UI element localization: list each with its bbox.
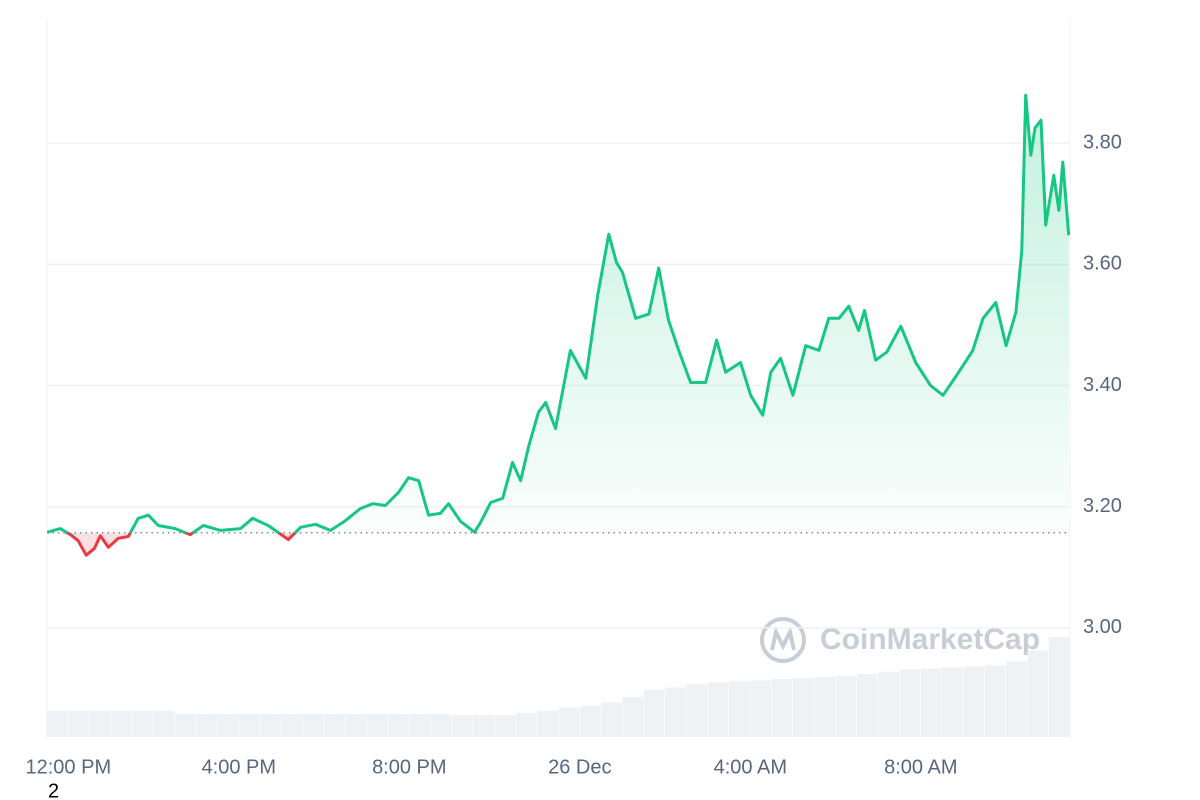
volume-bar xyxy=(1027,650,1049,737)
y-tick-label: 3.80 xyxy=(1083,131,1122,153)
volume-bar xyxy=(686,684,708,737)
x-tick-label: 26 Dec xyxy=(548,756,611,778)
price-area xyxy=(47,95,1069,556)
volume-bar xyxy=(707,682,729,737)
volume-bar xyxy=(750,680,772,737)
volume-bar xyxy=(238,713,260,737)
volume-bar xyxy=(984,665,1006,737)
volume-bar xyxy=(281,713,303,737)
volume-bar xyxy=(963,666,985,737)
volume-bar xyxy=(47,710,68,737)
volume-bar xyxy=(409,713,431,737)
volume-bar xyxy=(89,710,111,737)
volume-bar xyxy=(920,668,942,737)
volume-bar xyxy=(856,673,878,737)
volume-bar xyxy=(217,713,239,737)
x-tick-label: 4:00 PM xyxy=(202,756,276,778)
y-tick-label: 3.20 xyxy=(1083,495,1122,517)
volume-bar xyxy=(366,713,388,737)
volume-bar xyxy=(388,713,409,737)
x-tick-label: 4:00 AM xyxy=(714,756,787,778)
x-tick-label: 8:00 PM xyxy=(372,756,446,778)
volume-bar xyxy=(942,667,963,737)
y-tick-label: 3.40 xyxy=(1083,374,1122,396)
volume-bar xyxy=(1048,637,1070,737)
volume-bar xyxy=(579,705,601,737)
footnote: 2 xyxy=(48,780,59,800)
volume-bar xyxy=(1006,661,1027,737)
volume-bar xyxy=(835,675,857,737)
volume-bar xyxy=(899,669,921,737)
volume-bar xyxy=(601,702,622,737)
volume-bar xyxy=(196,713,217,737)
volume-bar xyxy=(729,681,750,737)
volume-bar xyxy=(345,713,367,737)
x-tick-label: 12:00 PM xyxy=(26,756,112,778)
volume-bar xyxy=(260,713,281,737)
price-line xyxy=(46,93,1071,557)
volume-bar xyxy=(110,710,132,737)
volume-bar xyxy=(132,710,154,737)
volume-bar xyxy=(792,678,814,737)
volume-bar xyxy=(515,712,537,737)
volume-bar xyxy=(558,707,580,737)
volume-bar xyxy=(430,713,452,737)
volume-bar xyxy=(814,677,836,737)
volume-bar xyxy=(878,671,899,737)
watermark-logo xyxy=(760,617,806,663)
volume-bar xyxy=(153,710,175,737)
volume-bar xyxy=(665,687,686,737)
volume-bar xyxy=(451,714,473,737)
x-tick-label: 8:00 AM xyxy=(884,756,957,778)
volume-bar xyxy=(537,710,558,737)
y-tick-label: 3.60 xyxy=(1083,253,1122,275)
volume-bar xyxy=(302,713,324,737)
volume-bar xyxy=(68,710,90,737)
volume-bar xyxy=(324,713,345,737)
volume-bar xyxy=(622,697,644,737)
volume-bar xyxy=(643,689,665,737)
volume-bar xyxy=(473,714,495,737)
volume-bar xyxy=(494,714,516,737)
volume-bar xyxy=(174,713,196,737)
volume-bar xyxy=(771,679,793,737)
y-tick-label: 3.00 xyxy=(1083,616,1122,638)
